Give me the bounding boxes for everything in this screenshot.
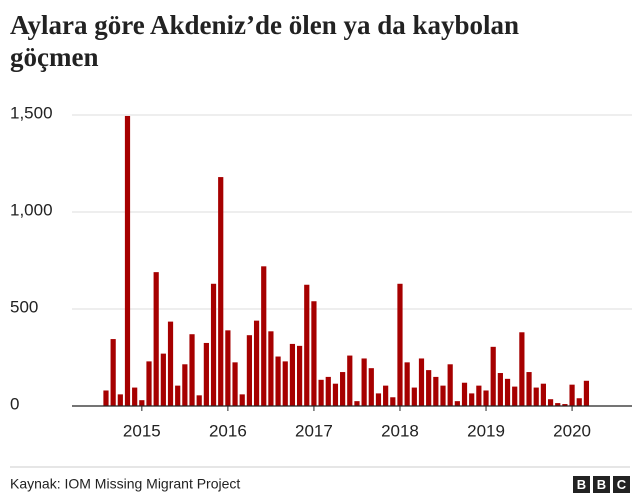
bar: [433, 376, 439, 406]
bar: [576, 398, 582, 406]
bar: [117, 394, 123, 406]
bar: [569, 384, 575, 406]
bar: [167, 321, 174, 406]
bar: [218, 177, 224, 406]
bar: [282, 361, 288, 406]
x-tick-label: 2017: [295, 421, 333, 440]
bar: [296, 345, 303, 406]
bar: [311, 301, 317, 406]
logo-block: [593, 476, 610, 493]
bar: [440, 385, 446, 406]
bar: [461, 382, 468, 406]
bar: [411, 387, 417, 406]
bar: [160, 353, 166, 406]
source: Kaynak: IOM Missing Migrant Project: [10, 476, 240, 492]
bar: [418, 358, 425, 406]
x-tick-label: 2019: [467, 421, 505, 440]
bar: [526, 372, 532, 406]
bar: [304, 284, 310, 406]
logo-letter: B: [597, 477, 606, 492]
bar: [325, 376, 331, 406]
chart-title: göçmen: [10, 42, 98, 72]
bar: [375, 393, 382, 406]
bar: [261, 266, 267, 406]
bar: [332, 383, 339, 406]
bar: [383, 385, 389, 406]
bar: [253, 320, 260, 406]
bar: [404, 362, 410, 406]
logo-block: [573, 476, 590, 493]
logo-block: [613, 476, 630, 493]
y-tick-label: 1,000: [10, 200, 53, 219]
x-tick-label: 2018: [381, 421, 419, 440]
bar: [540, 383, 546, 406]
bar: [289, 343, 296, 406]
bar: [196, 395, 202, 406]
bar: [225, 330, 231, 406]
bar: [562, 404, 568, 406]
bar: [476, 385, 482, 406]
bar: [490, 346, 496, 406]
bar: [469, 393, 475, 406]
bar: [275, 356, 281, 406]
bar: [232, 362, 238, 406]
bar: [210, 283, 217, 406]
bar: [340, 372, 346, 406]
bar: [318, 379, 324, 406]
bar: [268, 331, 274, 406]
bar: [519, 332, 525, 406]
logo-letter: C: [617, 477, 627, 492]
bar: [246, 335, 252, 406]
bar: [483, 390, 489, 406]
y-tick-label: 1,500: [10, 103, 53, 122]
bar: [103, 390, 109, 406]
bar: [239, 394, 245, 406]
y-tick-label: 500: [10, 297, 38, 316]
x-tick-label: 2020: [553, 421, 591, 440]
bar: [547, 399, 554, 406]
logo-letter: B: [577, 477, 586, 492]
bar: [153, 272, 159, 406]
bar: [368, 368, 374, 406]
bar: [555, 403, 561, 406]
bar: [426, 370, 432, 406]
bar: [354, 401, 360, 406]
x-tick-label: 2016: [209, 421, 247, 440]
bar: [146, 361, 152, 406]
bar: [182, 364, 188, 406]
bar: [347, 355, 353, 406]
bar: [454, 401, 460, 406]
x-tick-label: 2015: [123, 421, 161, 440]
bar: [390, 397, 396, 406]
y-tick-label: 0: [10, 394, 19, 413]
bar: [583, 380, 590, 406]
bar: [447, 364, 453, 406]
bar: [512, 386, 518, 406]
bar: [533, 387, 539, 406]
chart-title: Aylara göre Akdeniz’de ölen ya da kaybol…: [10, 10, 519, 40]
bar: [175, 385, 181, 406]
bar: [132, 387, 138, 406]
bar: [124, 115, 131, 406]
bar: [497, 373, 503, 406]
bar: [361, 358, 367, 406]
bar: [110, 339, 116, 406]
bar: [189, 334, 195, 406]
bar: [397, 283, 403, 406]
bar: [504, 378, 511, 406]
bar: [203, 342, 209, 406]
bar: [139, 400, 145, 406]
